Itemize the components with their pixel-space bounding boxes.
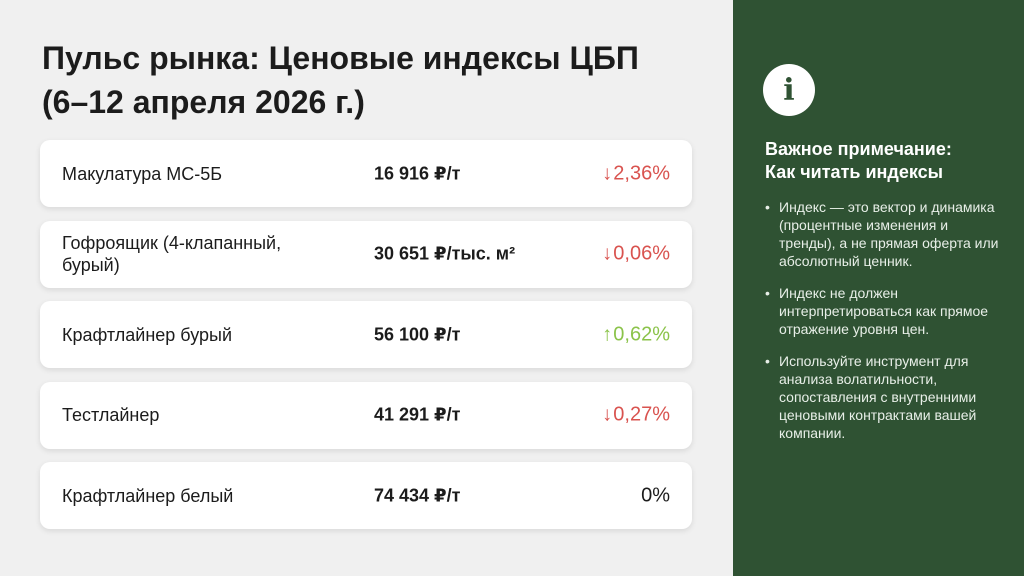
- note-bullets: • Индекс — это вектор и динамика (процен…: [763, 198, 1008, 456]
- arrow-up-icon: ↑: [602, 323, 613, 345]
- index-change-value: 0,62%: [613, 323, 670, 345]
- note-bullet: • Индекс не должен интерпретироваться ка…: [763, 284, 1008, 338]
- index-change: ↓ 0,06%: [602, 243, 670, 266]
- index-change-value: 0%: [641, 484, 670, 506]
- index-change: ↓ 2,36%: [602, 162, 670, 185]
- main-area: Пульс рынка: Ценовые индексы ЦБП (6–12 а…: [40, 36, 702, 543]
- bullet-icon: •: [765, 353, 770, 369]
- note-bullet: • Используйте инструмент для анализа вол…: [763, 352, 1008, 442]
- bullet-icon: •: [765, 199, 770, 215]
- index-name: Гофроящик (4-клапанный, бурый): [62, 233, 282, 275]
- index-price: 41 291 ₽/т: [374, 404, 461, 425]
- index-name: Крафтлайнер бурый: [62, 324, 233, 345]
- index-change: 0%: [640, 484, 670, 507]
- info-icon: i: [763, 64, 815, 116]
- index-price: 30 651 ₽/тыс. м²: [374, 243, 516, 264]
- page-title: Пульс рынка: Ценовые индексы ЦБП (6–12 а…: [42, 36, 702, 124]
- arrow-down-icon: ↓: [602, 162, 613, 184]
- index-change: ↑ 0,62%: [602, 323, 670, 346]
- note-bullet-text: Индекс — это вектор и динамика (процентн…: [779, 199, 999, 269]
- note-title: Важное примечание: Как читать индексы: [765, 138, 1015, 184]
- index-change-value: 2,36%: [613, 162, 670, 184]
- index-name: Тестлайнер: [62, 405, 160, 425]
- index-row-kraftliner-bely: Крафтлайнер белый 74 434 ₽/т 0%: [40, 462, 692, 529]
- page-title-line2: (6–12 апреля 2026 г.): [42, 84, 365, 120]
- page-title-line1: Пульс рынка: Ценовые индексы ЦБП: [42, 40, 639, 76]
- bullet-icon: •: [765, 285, 770, 301]
- note-title-line2: Как читать индексы: [765, 162, 943, 182]
- index-row-gofroyashchik: Гофроящик (4-клапанный, бурый) 30 651 ₽/…: [40, 220, 692, 288]
- index-list: Макулатура МС-5Б 16 916 ₽/т ↓ 2,36% Гофр…: [40, 140, 692, 543]
- index-change-value: 0,06%: [613, 242, 670, 265]
- arrow-down-icon: ↓: [602, 242, 613, 265]
- note-panel: i Важное примечание: Как читать индексы …: [733, 0, 1024, 576]
- note-bullet-text: Используйте инструмент для анализа волат…: [779, 353, 977, 441]
- index-price: 56 100 ₽/т: [374, 324, 461, 344]
- index-row-testliner: Тестлайнер 41 291 ₽/т ↓ 0,27%: [40, 381, 692, 449]
- index-row-kraftliner-bury: Крафтлайнер бурый 56 100 ₽/т ↑ 0,62%: [40, 301, 692, 368]
- note-bullet: • Индекс — это вектор и динамика (процен…: [763, 198, 1008, 270]
- note-bullet-text: Индекс не должен интерпретироваться как …: [779, 285, 989, 337]
- note-title-line1: Важное примечание:: [765, 139, 952, 159]
- index-name: Крафтлайнер белый: [62, 485, 234, 506]
- arrow-down-icon: ↓: [602, 403, 613, 426]
- index-change: ↓ 0,27%: [602, 404, 670, 427]
- index-change-value: 0,27%: [613, 403, 670, 426]
- index-price: 16 916 ₽/т: [374, 163, 461, 183]
- index-price: 74 434 ₽/т: [374, 485, 461, 505]
- index-row-makulatura: Макулатура МС-5Б 16 916 ₽/т ↓ 2,36%: [40, 140, 692, 207]
- index-name: Макулатура МС-5Б: [62, 163, 223, 184]
